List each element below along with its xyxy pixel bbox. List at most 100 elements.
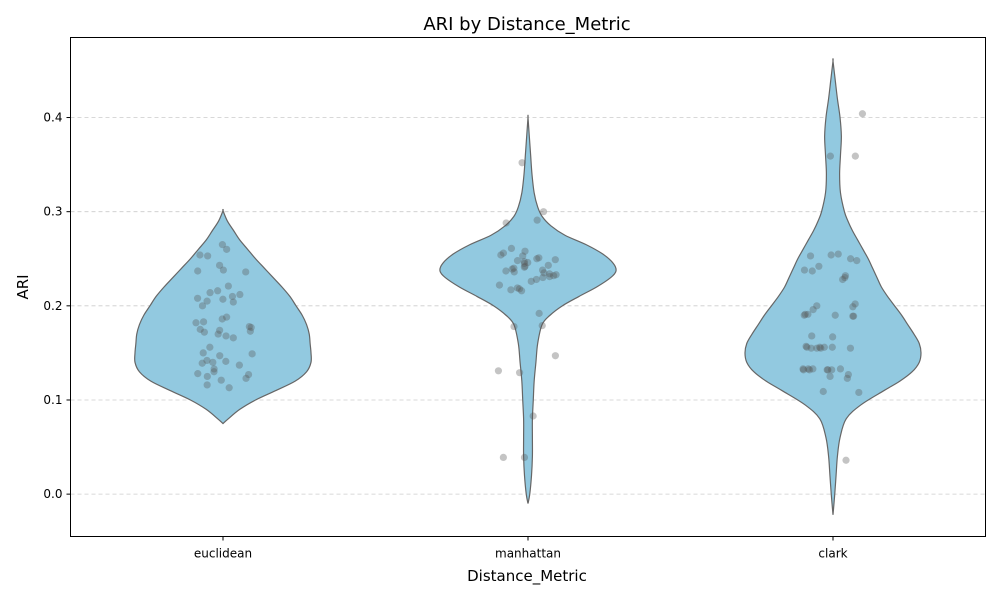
data-point-euclidean [222,357,230,365]
data-point-manhattan [510,268,518,276]
data-point-euclidean [242,268,250,276]
data-point-manhattan [497,251,505,259]
data-point-manhattan [532,275,541,284]
data-point-manhattan [518,287,526,295]
data-point-euclidean [194,267,202,275]
data-point-clark [849,312,857,320]
x-axis-ticks: euclidean manhattan clark [194,536,848,561]
data-point-manhattan [521,247,529,255]
data-point-clark [816,343,824,351]
data-point-manhattan [520,453,529,462]
data-point-euclidean [223,245,231,253]
data-point-manhattan [502,219,510,227]
data-point-clark [800,311,808,319]
violins [134,58,922,515]
y-tick-label: 0.4 [43,111,62,125]
data-point-euclidean [214,287,222,295]
data-point-euclidean [242,374,250,382]
data-point-manhattan [539,208,548,216]
data-point-clark [815,262,823,270]
data-point-manhattan [533,216,541,224]
data-point-clark [841,272,850,280]
data-point-manhattan [538,322,546,330]
data-point-manhattan [494,367,503,375]
data-point-manhattan [521,262,529,270]
data-point-euclidean [217,376,225,384]
data-point-clark [813,302,821,310]
data-point-euclidean [236,290,244,299]
data-point-euclidean [219,266,227,274]
data-point-euclidean [246,327,254,335]
chart-title: ARI by Distance_Metric [423,14,630,35]
data-point-euclidean [219,295,227,303]
data-point-clark [803,343,811,351]
data-point-euclidean [228,292,237,301]
data-point-clark [817,344,825,352]
data-point-manhattan [552,271,560,279]
data-point-manhattan [520,259,528,268]
data-point-clark [842,456,850,464]
data-points [192,110,867,464]
data-point-euclidean [224,282,232,290]
x-tick-label-clark: clark [818,547,847,561]
data-point-euclidean [214,330,222,338]
data-point-clark [806,252,815,260]
data-point-manhattan [513,284,522,292]
data-point-clark [849,312,858,320]
data-point-manhattan [540,269,548,277]
y-tick-label: 0.2 [43,299,62,313]
data-point-clark [799,366,808,374]
data-point-clark [851,152,859,160]
data-point-clark [844,370,852,379]
data-point-manhattan [508,265,516,273]
data-point-euclidean [198,302,207,310]
data-point-euclidean [192,319,200,327]
data-point-clark [855,388,863,397]
data-point-clark [820,343,828,351]
data-point-euclidean [215,261,224,269]
data-point-euclidean [196,251,204,259]
data-point-clark [802,342,810,350]
data-point-clark [808,267,816,275]
data-point-manhattan [527,277,535,285]
data-point-clark [839,275,847,284]
data-point-manhattan [545,270,554,278]
data-point-clark [804,365,812,373]
data-point-clark [809,306,817,314]
data-point-manhattan [515,369,524,377]
data-point-clark [828,366,836,374]
data-point-euclidean [248,350,256,358]
data-point-clark [843,374,851,382]
data-point-clark [829,333,837,341]
data-point-clark [808,332,816,340]
data-point-euclidean [222,332,230,340]
data-point-clark [826,152,834,160]
data-point-clark [849,303,857,311]
data-point-manhattan [515,285,524,293]
data-point-manhattan [507,286,515,294]
data-point-manhattan [518,159,526,167]
data-point-manhattan [535,309,543,317]
data-point-euclidean [216,326,224,334]
data-point-clark [846,255,855,263]
data-point-euclidean [206,343,214,351]
data-point-euclidean [209,358,217,366]
data-point-euclidean [223,313,231,321]
data-point-clark [819,387,827,396]
data-point-clark [824,366,832,374]
data-point-clark [858,110,867,118]
data-point-clark [799,365,807,373]
data-point-euclidean [225,384,233,392]
data-point-clark [831,311,839,319]
data-point-manhattan [551,256,559,264]
data-point-manhattan [499,453,507,462]
data-point-euclidean [194,370,202,378]
data-point-clark [809,365,817,373]
data-point-manhattan [535,254,543,262]
data-point-clark [823,366,831,374]
data-point-clark [826,372,834,381]
data-point-euclidean [218,315,226,323]
data-point-euclidean [247,323,255,332]
data-point-euclidean [193,294,202,302]
